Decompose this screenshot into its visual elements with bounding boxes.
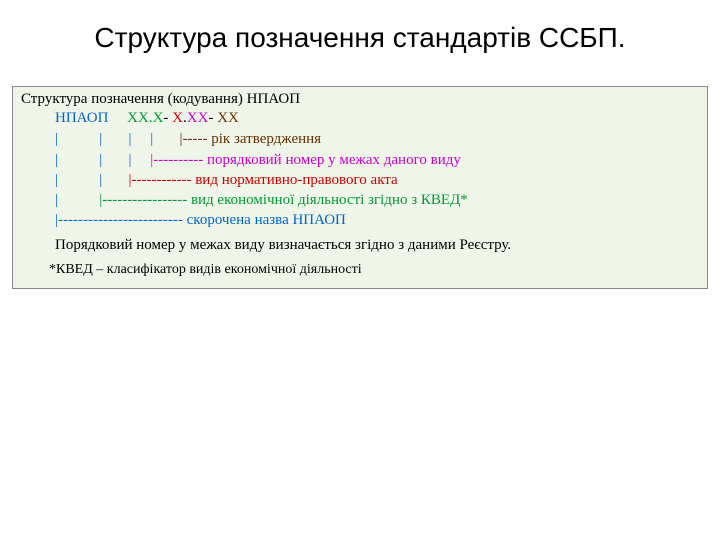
code-seg4: XX — [217, 110, 239, 126]
pointer-row-2: | | |------------ вид нормативно-правово… — [21, 170, 699, 190]
slide-title: Структура позначення стандартів ССБП. — [40, 20, 680, 56]
pointer-row-0: | | | | |----- рік затвердження — [21, 129, 699, 149]
code-seg3: XX — [187, 110, 209, 126]
pointer-text: вид нормативно-правового акта — [195, 172, 397, 188]
code-sep2: - — [208, 110, 217, 126]
pointer-dash: |----- — [180, 131, 212, 147]
code-sep1: - — [163, 110, 172, 126]
pointer-bars: | | — [55, 172, 129, 188]
body-text: Порядковий номер у межах виду визначаєть… — [21, 237, 699, 254]
pointer-dash: |------------------------- — [55, 212, 187, 228]
pointer-text: рік затвердження — [211, 131, 321, 147]
pointer-text: порядковий номер у межах даного виду — [207, 152, 461, 168]
content-box: Структура позначення (кодування) НПАОП Н… — [12, 86, 708, 288]
pointer-dash: |------------ — [129, 172, 196, 188]
pointer-bars: | | | | — [55, 131, 180, 147]
code-seg2: X — [172, 110, 183, 126]
pointer-bars: | — [55, 192, 99, 208]
footnote: *КВЕД – класифікатор видів економічної д… — [21, 262, 699, 278]
pointer-text: вид економічної діяльності згідно з КВЕД… — [191, 192, 468, 208]
pointer-row-4: |------------------------- скорочена наз… — [21, 210, 699, 230]
pointer-dash: |---------- — [150, 152, 207, 168]
pointer-text: скорочена назва НПАОП — [187, 212, 346, 228]
pointer-row-3: | |----------------- вид економічної дія… — [21, 190, 699, 210]
pointer-bars: | | | — [55, 152, 150, 168]
code-seg1: XX.X — [127, 110, 163, 126]
pointer-dash: |----------------- — [99, 192, 191, 208]
pointer-row-1: | | | |---------- порядковий номер у меж… — [21, 150, 699, 170]
coding-header: Структура позначення (кодування) НПАОП — [21, 91, 699, 108]
code-pattern: НПАОП XX.X- X.XX- XX — [21, 110, 699, 127]
code-label: НПАОП — [55, 110, 108, 126]
